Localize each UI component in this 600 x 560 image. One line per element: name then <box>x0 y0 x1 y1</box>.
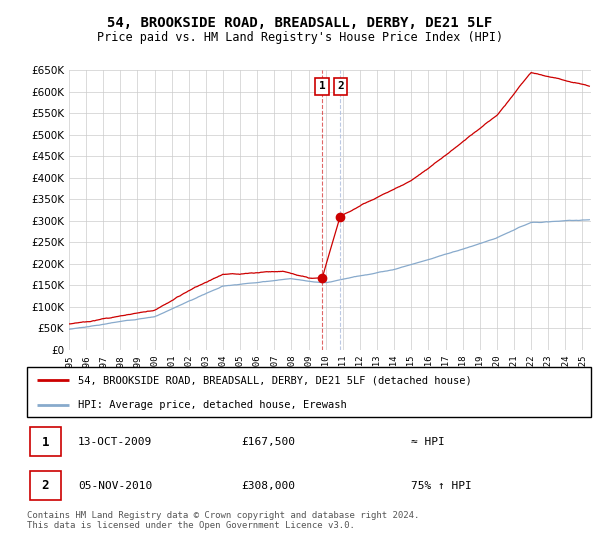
Text: 05-NOV-2010: 05-NOV-2010 <box>78 481 152 491</box>
Text: 13-OCT-2009: 13-OCT-2009 <box>78 437 152 447</box>
Text: £167,500: £167,500 <box>241 437 295 447</box>
Text: 54, BROOKSIDE ROAD, BREADSALL, DERBY, DE21 5LF: 54, BROOKSIDE ROAD, BREADSALL, DERBY, DE… <box>107 16 493 30</box>
Text: £308,000: £308,000 <box>241 481 295 491</box>
Text: Contains HM Land Registry data © Crown copyright and database right 2024.
This d: Contains HM Land Registry data © Crown c… <box>27 511 419 530</box>
FancyBboxPatch shape <box>27 367 591 417</box>
Text: 1: 1 <box>41 436 49 449</box>
Text: 75% ↑ HPI: 75% ↑ HPI <box>410 481 471 491</box>
FancyBboxPatch shape <box>30 427 61 456</box>
Text: Price paid vs. HM Land Registry's House Price Index (HPI): Price paid vs. HM Land Registry's House … <box>97 31 503 44</box>
Text: 2: 2 <box>337 81 344 91</box>
Text: ≈ HPI: ≈ HPI <box>410 437 444 447</box>
Text: 2: 2 <box>41 479 49 492</box>
Text: HPI: Average price, detached house, Erewash: HPI: Average price, detached house, Erew… <box>78 400 347 409</box>
Text: 54, BROOKSIDE ROAD, BREADSALL, DERBY, DE21 5LF (detached house): 54, BROOKSIDE ROAD, BREADSALL, DERBY, DE… <box>78 375 472 385</box>
FancyBboxPatch shape <box>30 470 61 500</box>
Text: 1: 1 <box>319 81 326 91</box>
